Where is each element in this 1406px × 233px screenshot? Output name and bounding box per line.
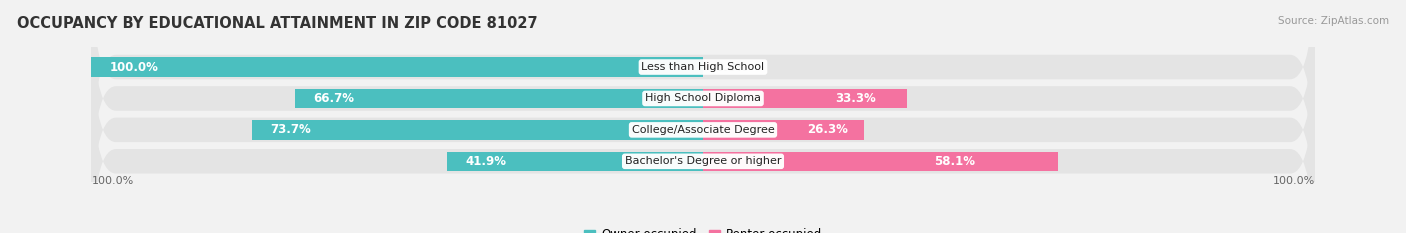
Text: Source: ZipAtlas.com: Source: ZipAtlas.com <box>1278 16 1389 26</box>
Text: 100.0%: 100.0% <box>1272 176 1315 186</box>
Text: 58.1%: 58.1% <box>934 155 974 168</box>
Text: College/Associate Degree: College/Associate Degree <box>631 125 775 135</box>
Text: 100.0%: 100.0% <box>110 61 159 74</box>
FancyBboxPatch shape <box>91 48 1315 233</box>
Text: 41.9%: 41.9% <box>465 155 506 168</box>
FancyBboxPatch shape <box>91 0 1315 181</box>
Bar <box>91 57 703 77</box>
Text: 100.0%: 100.0% <box>91 176 134 186</box>
Text: 0.0%: 0.0% <box>716 61 748 74</box>
Bar <box>703 89 907 108</box>
Bar <box>703 152 1059 171</box>
Text: High School Diploma: High School Diploma <box>645 93 761 103</box>
Bar <box>703 120 863 140</box>
Bar <box>252 120 703 140</box>
Bar <box>295 89 703 108</box>
Text: OCCUPANCY BY EDUCATIONAL ATTAINMENT IN ZIP CODE 81027: OCCUPANCY BY EDUCATIONAL ATTAINMENT IN Z… <box>17 16 537 31</box>
Text: 26.3%: 26.3% <box>807 123 848 136</box>
Bar <box>447 152 703 171</box>
Text: 66.7%: 66.7% <box>314 92 354 105</box>
Text: Bachelor's Degree or higher: Bachelor's Degree or higher <box>624 156 782 166</box>
Legend: Owner-occupied, Renter-occupied: Owner-occupied, Renter-occupied <box>579 224 827 233</box>
FancyBboxPatch shape <box>91 17 1315 233</box>
Text: 73.7%: 73.7% <box>270 123 311 136</box>
FancyBboxPatch shape <box>91 0 1315 212</box>
Text: 33.3%: 33.3% <box>835 92 876 105</box>
Text: Less than High School: Less than High School <box>641 62 765 72</box>
